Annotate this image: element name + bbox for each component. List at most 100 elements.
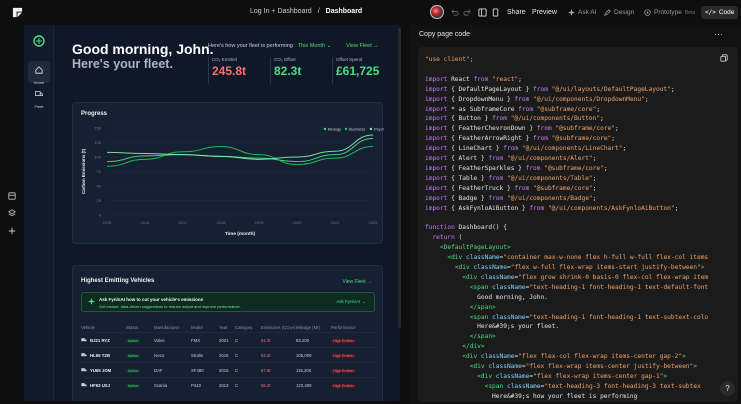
code-line: import { FeatherSparkles } from "@subfra… <box>425 164 608 172</box>
code-line: Here&#39;s your fleet. <box>425 323 560 331</box>
preview-button[interactable]: Preview <box>532 9 557 16</box>
code-line: import { FeatherTruck } from "@subframe/… <box>425 184 597 192</box>
truck-icon <box>81 368 87 372</box>
truck-icon <box>35 91 43 96</box>
progress-title: Progress <box>81 111 108 117</box>
table-cell: Stralis <box>191 352 203 358</box>
add-icon[interactable] <box>8 227 16 235</box>
column-header[interactable]: Manufacturer <box>154 324 180 330</box>
code-line: import { FeatherArrowRight } from "@subf… <box>425 135 616 143</box>
vehicles-table: Vehicle Status Manufacturer Model Year C… <box>81 322 375 392</box>
table-cell: C <box>235 382 239 388</box>
x-tick-label: 2020 <box>293 220 303 225</box>
sidebar-item-label: Fleet <box>34 104 44 109</box>
layout-icon[interactable] <box>8 192 16 200</box>
help-button[interactable]: ? <box>720 381 735 396</box>
preview-scrollbar[interactable] <box>398 28 401 328</box>
panel-toggle-icon[interactable] <box>478 8 487 17</box>
vehicle-plate: HF63 UXJ <box>90 382 111 388</box>
vehicle-plate: YU65 JOM <box>90 367 112 373</box>
legend-entry: Business <box>349 127 365 132</box>
stat-label: CO₂ Offset <box>274 57 296 62</box>
table-cell: 123,400 <box>296 382 312 388</box>
code-line: ​ <box>425 214 708 224</box>
code-line: import { Alert } from "@/ui/components/A… <box>425 155 597 163</box>
period-dropdown[interactable]: This Month ⌄ <box>298 43 331 49</box>
code-line: </div> <box>462 343 485 351</box>
legend-marker <box>323 127 327 131</box>
dashboard-preview: Home Fleet Good morning, John. Here's yo… <box>24 25 400 401</box>
code-line: Good morning, John. <box>425 293 548 301</box>
sparkles-icon <box>568 9 575 16</box>
app-sidebar: Home Fleet <box>24 25 54 401</box>
undo-icon[interactable] <box>450 8 459 17</box>
column-header[interactable]: Model <box>191 324 203 330</box>
table-cell: Iveco <box>154 352 165 358</box>
table-row[interactable]: YU65 JOM Active DAF XF480 2015 C 57.8t 115,200 H… <box>81 362 375 377</box>
share-button[interactable]: Share <box>507 9 526 16</box>
tab-design[interactable]: Design <box>600 6 638 19</box>
tab-prototype[interactable]: Prototype Beta <box>640 6 699 19</box>
table-row[interactable]: HF63 UXJ Active Scania P410 2013 C 56.4t 123,40… <box>81 377 375 392</box>
view-fleet-label: View Fleet <box>342 279 366 285</box>
column-header[interactable]: Mileage (MI) <box>296 324 320 330</box>
view-fleet-link-2[interactable]: View Fleet → <box>342 279 372 285</box>
column-header[interactable]: Emissions (CO₂e) <box>261 324 296 330</box>
page-title: Good morning, John. <box>72 41 214 57</box>
table-cell: HF63 UXJ <box>81 382 126 388</box>
code-panel-title: Copy page code <box>419 31 470 38</box>
code-line: <div className="flex w-full flex-wrap it… <box>454 264 705 272</box>
table-cell: High Emitter <box>331 368 375 373</box>
period-label: This Month <box>297 43 326 49</box>
code-line: import { LineChart } from "@/ui/componen… <box>425 145 627 153</box>
y-tick-label: 0 <box>99 213 102 218</box>
code-line: <div className="flex grow shrink-0 basis… <box>462 273 709 281</box>
sidebar-item-home[interactable]: Home <box>28 61 50 85</box>
table-cell: 2015 <box>219 367 229 373</box>
y-tick-label: 125 <box>94 140 101 145</box>
status-badge: Active <box>126 368 141 373</box>
tab-code[interactable]: </> Code <box>701 6 739 19</box>
tab-ask-ai[interactable]: Ask AI <box>564 6 600 19</box>
table-row[interactable]: HL66 TZB Active Iveco Stralis 2016 C 52.2t 105,… <box>81 347 375 362</box>
stat-value: 82.3t <box>274 64 302 78</box>
column-header[interactable]: Status <box>126 324 139 330</box>
x-tick-label: 2016 <box>141 220 151 225</box>
sidebar-item-fleet[interactable]: Fleet <box>28 85 50 109</box>
performance-header: Here's how your fleet is performing This… <box>208 43 379 49</box>
table-cell: 2021 <box>219 337 229 343</box>
code-block[interactable]: "use client";​import React from "react";… <box>418 47 738 402</box>
code-line: import { DefaultPageLayout } from "@/ui/… <box>425 85 675 93</box>
device-preview-icon[interactable] <box>491 8 500 17</box>
table-cell: High Emitter <box>331 353 375 358</box>
table-cell: DAF <box>154 367 163 373</box>
table-row[interactable]: BJ21 RYZ Active Volvo FMX 2021 C 61.3t 83,200 Hi… <box>81 332 375 347</box>
layers-icon[interactable] <box>8 209 16 217</box>
redo-icon[interactable] <box>463 8 472 17</box>
code-line: <div className="flex flex-wrap items-cen… <box>477 373 668 380</box>
view-fleet-link[interactable]: View Fleet → <box>346 43 379 49</box>
column-header[interactable]: Vehicle <box>81 324 95 330</box>
table-cell: 57.8t <box>261 367 271 373</box>
app-logo-icon[interactable] <box>12 7 23 18</box>
table-cell: BJ21 RYZ <box>81 337 126 343</box>
tab-design-label: Design <box>614 9 635 16</box>
code-line: return ( <box>432 234 463 242</box>
breadcrumb-current[interactable]: Dashboard <box>325 8 363 15</box>
more-options-icon[interactable]: ⋯ <box>714 29 723 39</box>
avatar[interactable] <box>430 5 444 19</box>
legend-marker <box>369 127 373 131</box>
arrow-right-icon: → <box>367 279 372 285</box>
table-cell: Active <box>126 353 154 358</box>
column-header[interactable]: Year <box>219 324 228 330</box>
status-badge: Active <box>126 338 141 343</box>
copy-icon[interactable] <box>720 54 728 62</box>
code-line: </span> <box>469 303 496 311</box>
column-header[interactable]: Performance <box>331 324 356 330</box>
ask-fynloai-button[interactable]: Ask FynloAI → <box>336 299 366 304</box>
column-header[interactable]: Category <box>235 324 253 330</box>
vehicles-title: Highest Emitting Vehicles <box>81 278 155 284</box>
breadcrumb-parent[interactable]: Log In + Dashboard <box>250 8 312 15</box>
legend-entry: Psychology <box>374 127 384 132</box>
table-cell: XF480 <box>191 367 204 373</box>
